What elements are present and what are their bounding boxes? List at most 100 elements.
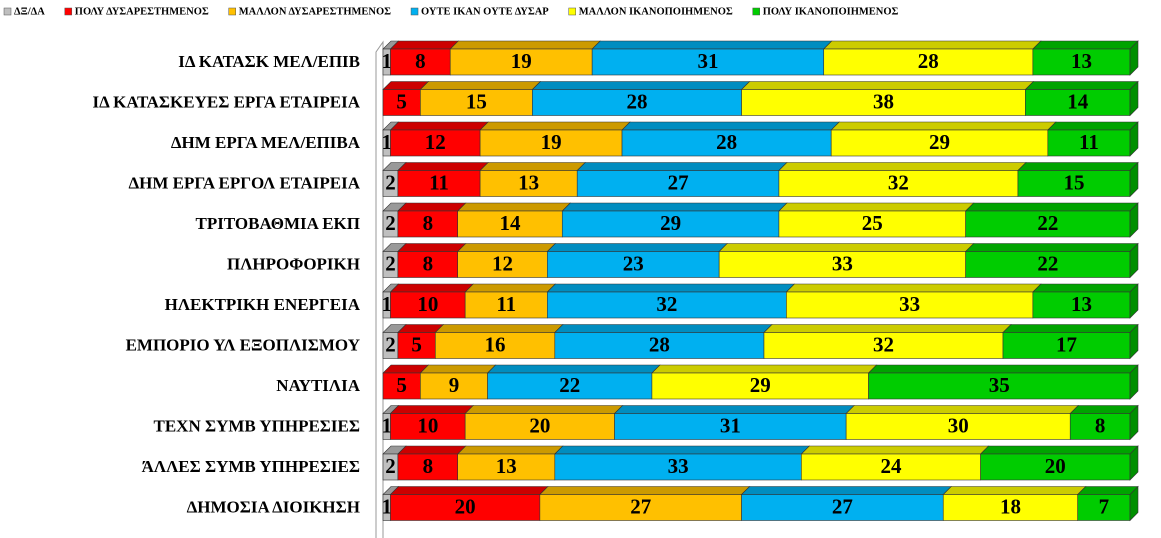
- bar-segment: [539, 494, 742, 521]
- category-label: ΆΛΛΕΣ ΣΥΜΒ ΥΠΗΡΕΣΙΕΣ: [142, 457, 360, 476]
- bar-segment: [397, 332, 436, 359]
- data-label: 24: [880, 454, 902, 478]
- data-label: 28: [918, 49, 939, 73]
- bar-segment: [868, 372, 1131, 400]
- data-label: 5: [411, 332, 422, 356]
- bar-segment: [390, 413, 466, 440]
- legend-label: ΜΑΛΛΟΝ ΔΥΣΑΡΕΣΤΗΜΕΝΟΣ: [239, 6, 391, 17]
- data-label: 19: [541, 130, 562, 154]
- bar-segment: [576, 170, 780, 197]
- data-label: 18: [1000, 494, 1021, 518]
- bar-top: [979, 445, 1139, 455]
- data-label: 25: [862, 211, 883, 235]
- bar-top: [554, 324, 773, 333]
- category-label: ΝΑΥΤΙΛΙΑ: [276, 376, 360, 395]
- bar-top: [1024, 81, 1139, 90]
- data-label: 8: [423, 211, 434, 235]
- bar-top: [800, 445, 990, 455]
- bar-segment: [718, 251, 966, 278]
- bar-top: [486, 364, 661, 374]
- bar-top: [942, 486, 1087, 495]
- data-label: 12: [492, 251, 513, 275]
- bar-top: [576, 162, 788, 171]
- category-label: ΙΔ ΚΑΤΑΣΚ ΜΕΛ/ΕΠΙΒ: [178, 52, 360, 71]
- bar-top: [778, 202, 975, 212]
- bar-side: [1129, 283, 1139, 319]
- bar-segment: [1047, 129, 1131, 157]
- bar-top: [389, 121, 489, 131]
- data-label: 19: [511, 49, 532, 73]
- data-label: 12: [425, 130, 446, 154]
- bar-segment: [457, 453, 556, 481]
- bar-top: [1047, 121, 1139, 131]
- bar-top: [718, 243, 975, 252]
- bar-segment: [457, 210, 563, 238]
- data-label: 20: [455, 494, 476, 518]
- category-label: ΙΔ ΚΑΤΑΣΚΕΥΕΣ ΕΡΓΑ ΕΤΑΙΡΕΙΑ: [93, 92, 361, 111]
- data-label: 29: [750, 373, 771, 397]
- bar-top: [621, 121, 840, 131]
- bar-side: [1129, 202, 1139, 238]
- data-label: 30: [948, 413, 969, 437]
- data-label: 1: [381, 49, 392, 73]
- data-label: 22: [1037, 211, 1058, 235]
- bar-top: [964, 243, 1139, 252]
- data-label: 10: [417, 292, 438, 316]
- legend-label: ΟΥΤΕ ΙΚΑΝ ΟΥΤΕ ΔΥΣΑΡ: [421, 6, 549, 17]
- data-label: 28: [626, 89, 647, 113]
- bar-top: [397, 445, 467, 455]
- data-label: 1: [381, 130, 392, 154]
- data-label: 14: [499, 211, 521, 235]
- category-label: ΠΛΗΡΟΦΟΡΙΚΗ: [227, 254, 360, 273]
- bar-segment: [382, 89, 421, 116]
- bar-segment: [845, 413, 1071, 440]
- data-label: 11: [429, 170, 449, 194]
- data-label: 32: [888, 170, 909, 194]
- data-label: 29: [660, 211, 681, 235]
- data-label: 1: [381, 494, 392, 518]
- bar-top: [419, 81, 542, 90]
- bar-segment: [1025, 89, 1131, 116]
- data-label: 31: [720, 413, 741, 437]
- data-label: 31: [697, 49, 718, 73]
- data-label: 10: [417, 413, 438, 437]
- data-label: 28: [649, 332, 670, 356]
- data-label: 23: [623, 251, 644, 275]
- data-label: 2: [385, 251, 396, 275]
- category-label: ΤΡΙΤΟΒΑΘΜΙΑ ΕΚΠ: [196, 214, 360, 233]
- bar-segment: [1032, 291, 1131, 319]
- legend-label: ΠΟΛΥ ΔΥΣΑΡΕΣΤΗΜΕΝΟΣ: [75, 6, 209, 17]
- data-label: 35: [989, 373, 1010, 397]
- bar-side: [1129, 40, 1139, 76]
- legend-label: ΜΑΛΛΟΝ ΙΚΑΝΟΠΟΙΗΜΕΝΟΣ: [579, 6, 733, 17]
- bar-top: [740, 486, 952, 495]
- data-label: 27: [630, 494, 651, 518]
- bar-side: [1129, 445, 1139, 481]
- bar-segment: [614, 413, 847, 440]
- bar-top: [389, 405, 474, 414]
- data-label: 2: [385, 211, 396, 235]
- bar-segment: [464, 291, 548, 319]
- bar-top: [591, 40, 833, 50]
- bar-top: [651, 364, 878, 374]
- data-label: 13: [1071, 292, 1092, 316]
- data-label: 22: [1037, 251, 1058, 275]
- bar-segment: [390, 291, 466, 319]
- data-label: 5: [396, 89, 407, 113]
- data-label: 7: [1099, 494, 1110, 518]
- bar-segment: [397, 170, 481, 197]
- bar-top: [389, 486, 549, 495]
- data-label: 1: [381, 292, 392, 316]
- axis-wall: [375, 40, 384, 538]
- bar-top: [479, 162, 586, 171]
- bar-segment: [1032, 48, 1131, 76]
- bar-top: [1002, 324, 1139, 333]
- bar-top: [740, 81, 1035, 90]
- bar-top: [546, 243, 728, 252]
- bar-side: [1129, 161, 1139, 198]
- data-label: 32: [873, 332, 894, 356]
- bar-segment: [786, 291, 1034, 319]
- category-label: ΗΛΕΚΤΡΙΚΗ ΕΝΕΡΓΕΙΑ: [165, 295, 361, 314]
- bar-top: [1032, 283, 1139, 293]
- data-label: 2: [385, 332, 396, 356]
